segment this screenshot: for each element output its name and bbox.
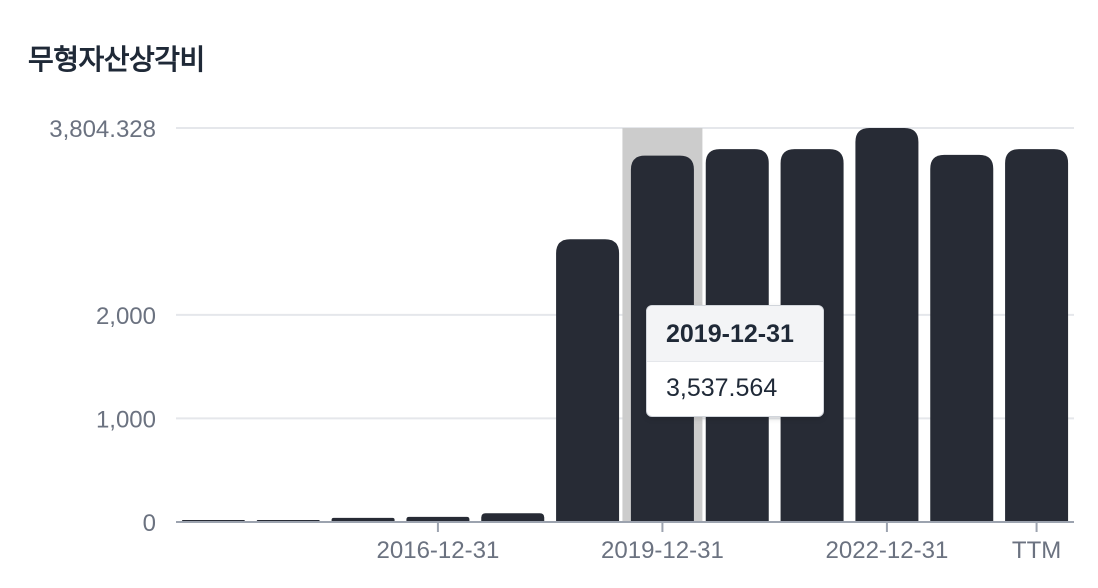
- chart-title: 무형자산상각비: [28, 43, 205, 76]
- y-tick-label: 1,000: [96, 406, 156, 433]
- y-axis-ticks: 0 1,000 2,000 3,804.328: [49, 116, 156, 537]
- x-tick-label: 2019-12-31: [601, 537, 724, 564]
- bar-2016-12-31[interactable]: [406, 516, 470, 522]
- bar-TTM[interactable]: [1005, 149, 1069, 522]
- y-tick-label: 0: [143, 510, 156, 537]
- tooltip-value: 3,537.564: [666, 374, 778, 402]
- bar-2018-12-31[interactable]: [556, 239, 620, 522]
- x-tick-label: TTM: [1012, 537, 1061, 564]
- bar-2017-12-31[interactable]: [481, 513, 545, 522]
- tooltip-category: 2019-12-31: [647, 306, 823, 362]
- x-tick-label: 2016-12-31: [377, 537, 500, 564]
- bar-2022-12-31[interactable]: [855, 128, 919, 522]
- bars: [181, 128, 1069, 522]
- bar-2015-12-31[interactable]: [331, 517, 395, 522]
- y-tick-label: 3,804.328: [49, 116, 156, 143]
- tooltip: 2019-12-31 3,537.564: [646, 305, 824, 417]
- x-axis-ticks: 2016-12-31 2019-12-31 2022-12-31 TTM: [377, 522, 1061, 564]
- y-tick-label: 2,000: [96, 303, 156, 330]
- x-tick-label: 2022-12-31: [826, 537, 949, 564]
- bar-2023-12-31[interactable]: [930, 154, 994, 522]
